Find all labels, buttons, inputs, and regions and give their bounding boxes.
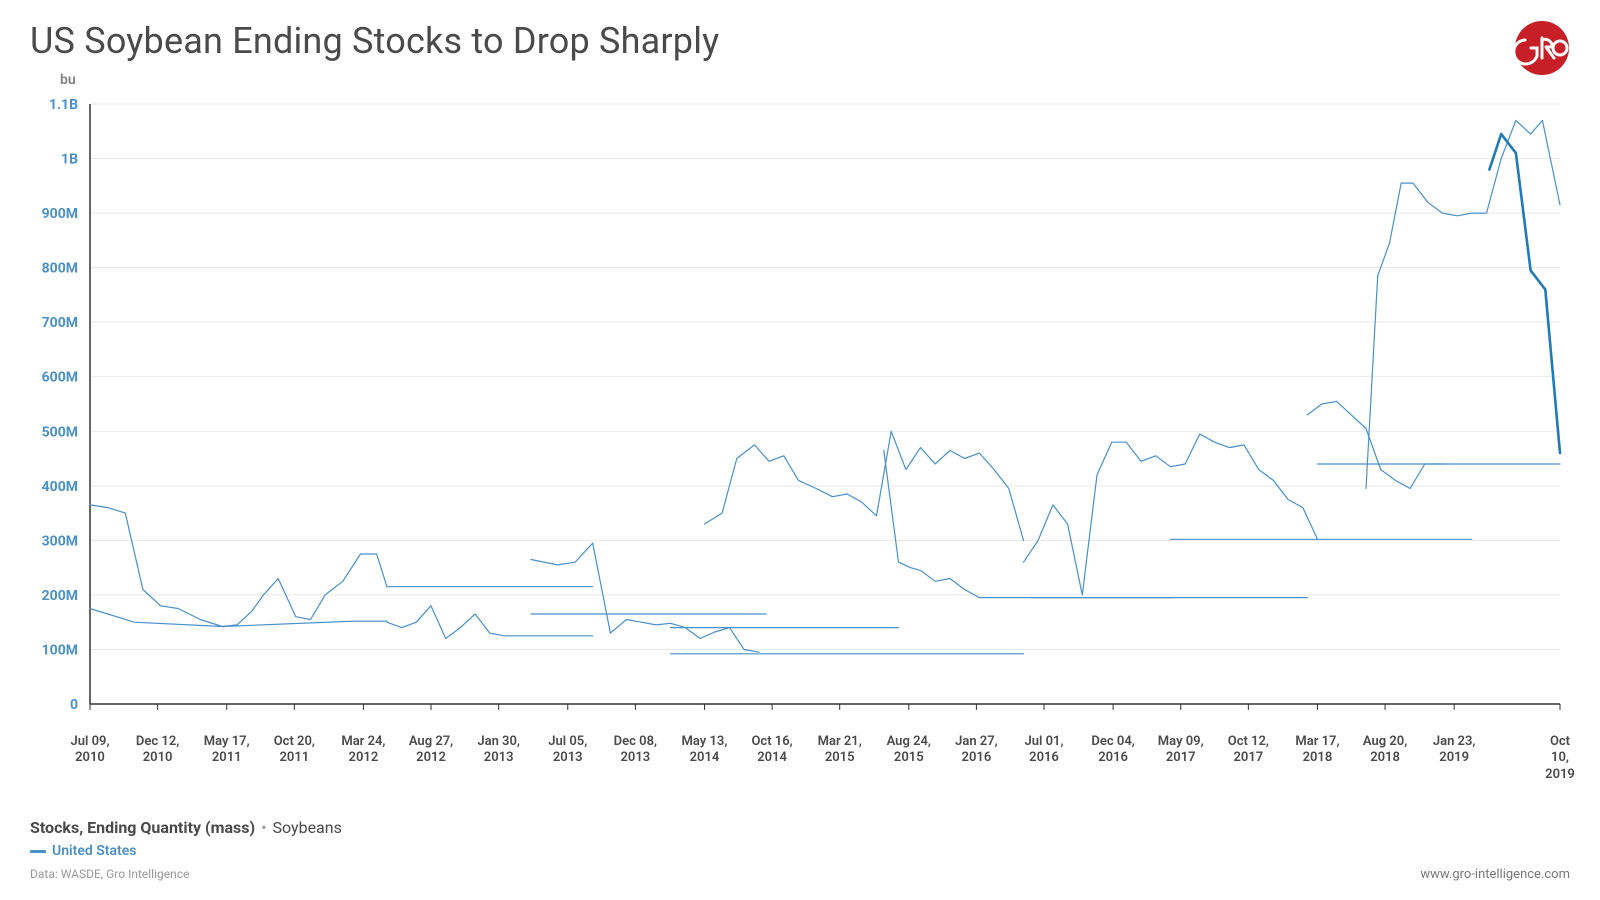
svg-text:800M: 800M [42, 261, 78, 277]
x-tick-label: Mar 17,2018 [1295, 734, 1339, 767]
svg-text:200M: 200M [42, 588, 78, 604]
svg-text:700M: 700M [42, 315, 78, 331]
svg-text:0: 0 [70, 697, 78, 713]
x-tick-label: Oct10,2019 [1545, 734, 1575, 783]
x-tick-label: Dec 08,2013 [614, 734, 657, 767]
x-tick-label: Aug 20,2018 [1363, 734, 1407, 767]
data-source: Data: WASDE, Gro Intelligence [30, 867, 189, 881]
legend: United States [30, 843, 1570, 859]
x-tick-label: Aug 24,2015 [887, 734, 931, 767]
x-tick-label: Oct 20,2011 [274, 734, 315, 767]
x-tick-label: Mar 24,2012 [341, 734, 385, 767]
x-tick-label: Dec 04,2016 [1091, 734, 1134, 767]
x-tick-label: Jul 09,2010 [70, 734, 109, 767]
svg-text:600M: 600M [42, 370, 78, 386]
svg-text:100M: 100M [42, 642, 78, 658]
svg-text:1.1B: 1.1B [49, 97, 78, 113]
svg-text:400M: 400M [42, 479, 78, 495]
x-tick-label: Jan 23,2019 [1433, 734, 1476, 767]
y-axis-unit: bu [60, 72, 1570, 88]
x-tick-label: Dec 12,2010 [136, 734, 179, 767]
x-tick-label: Jan 30,2013 [477, 734, 520, 767]
legend-swatch [30, 850, 46, 853]
x-tick-label: Jul 05,2013 [548, 734, 587, 767]
site-link[interactable]: www.gro-intelligence.com [1420, 867, 1570, 882]
brand-logo [1514, 20, 1570, 76]
x-tick-label: Oct 16,2014 [751, 734, 792, 767]
legend-label: United States [52, 843, 136, 859]
x-axis-labels: Jul 09,2010 Dec 12,2010 May 17,2011 Oct 20,… [30, 734, 1570, 784]
x-tick-label: Aug 27,2012 [409, 734, 453, 767]
x-tick-label: May 09,2017 [1158, 734, 1204, 767]
x-tick-label: Mar 21,2015 [818, 734, 862, 767]
x-tick-label: May 17,2011 [204, 734, 250, 767]
x-tick-label: Jul 01,2016 [1025, 734, 1064, 767]
chart-title: US Soybean Ending Stocks to Drop Sharply [30, 20, 1570, 62]
series-description: Stocks, Ending Quantity (mass)•Soybeans [30, 818, 1570, 837]
svg-text:900M: 900M [42, 206, 78, 222]
chart-area: 0 100M 200M 300M 400M 500M 600M 700M 800M 900M 1B 1… [30, 94, 1570, 734]
line-chart: 0 100M 200M 300M 400M 500M 600M 700M 800M 900M 1B 1… [30, 94, 1570, 734]
x-tick-label: Jan 27,2016 [955, 734, 998, 767]
svg-text:500M: 500M [42, 424, 78, 440]
x-tick-label: May 13,2014 [682, 734, 728, 767]
svg-text:300M: 300M [42, 533, 78, 549]
svg-text:1B: 1B [61, 152, 78, 168]
x-tick-label: Oct 12,2017 [1228, 734, 1269, 767]
